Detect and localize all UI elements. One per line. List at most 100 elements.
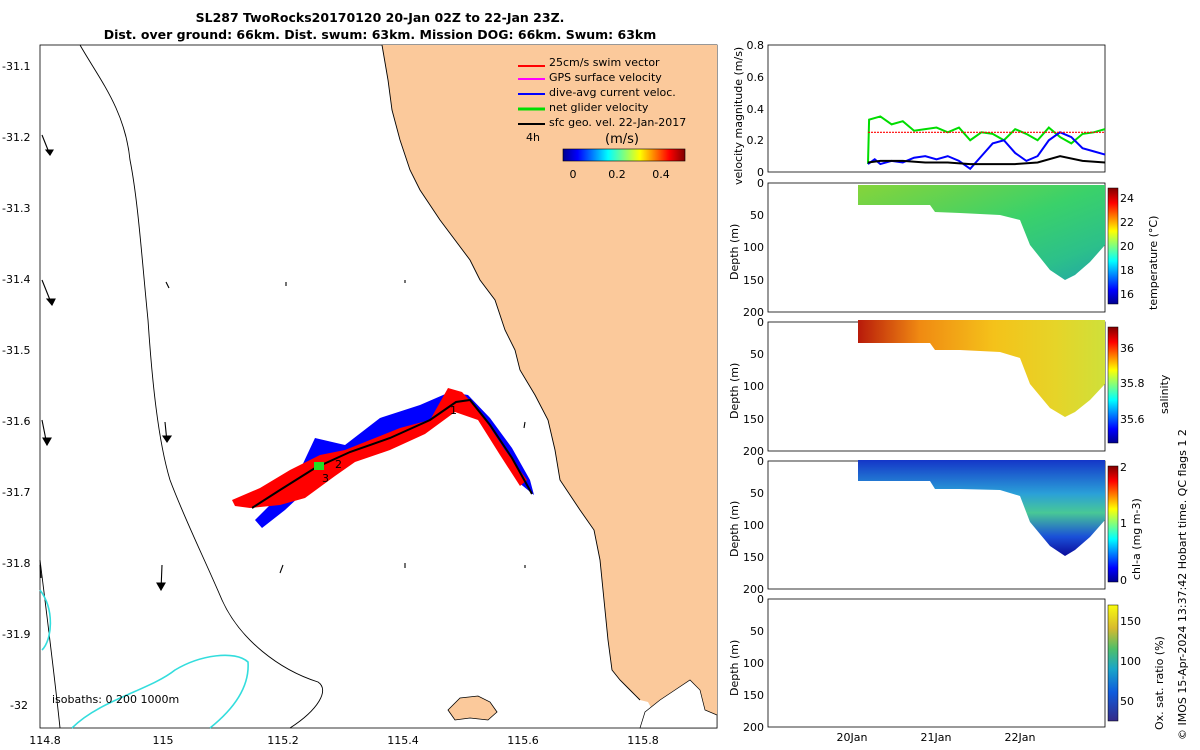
depth-tick: 100 (743, 519, 764, 532)
depth-tick: 0 (757, 316, 764, 329)
depth-tick: 200 (743, 583, 764, 596)
temp-cbar-tick: 22 (1120, 216, 1134, 229)
lon-tick: 115.8 (627, 734, 659, 747)
chlorophyll-panel: 0 1 2 chl-a (mg m-3) (767, 460, 1143, 590)
temperature-colorbar (1107, 187, 1119, 305)
depth-label: Depth (m) (728, 363, 741, 419)
depth-tick: 150 (743, 413, 764, 426)
time-tick: 22Jan (1005, 731, 1036, 744)
legend-gps-velocity: GPS surface velocity (549, 71, 662, 84)
track-net-velocity (251, 398, 533, 509)
speed-colorbar (562, 148, 686, 162)
lat-tick: -31.9 (2, 628, 30, 641)
sal-cbar-tick: 35.8 (1120, 377, 1145, 390)
legend-4h: 4h (526, 131, 540, 144)
lat-tick: -31.7 (2, 486, 30, 499)
chlorophyll-colorbar (1107, 465, 1119, 583)
temperature-section (858, 185, 1105, 280)
chlorophyll-cbar-label: chl-a (mg m-3) (1130, 498, 1143, 580)
temperature-panel: 16 18 20 22 24 temperature (°C) (767, 182, 1160, 313)
lat-tick: -31.4 (2, 273, 30, 286)
ox-cbar-tick: 150 (1120, 615, 1141, 628)
velocity-series-0 (866, 115, 1106, 165)
depth-tick: 50 (750, 348, 764, 361)
depth-label: Depth (m) (728, 501, 741, 557)
depth-tick: 100 (743, 657, 764, 670)
salinity-cbar-label: salinity (1158, 374, 1171, 414)
velocity-axes (767, 44, 1106, 173)
depth-label: Depth (m) (728, 640, 741, 696)
salinity-panel: 35.6 35.8 36 salinity (767, 320, 1171, 452)
depth-labels: Depth (m) Depth (m) Depth (m) Depth (m) (728, 224, 741, 696)
waypoint-1: 1 (450, 404, 457, 417)
depth-tick: 50 (750, 625, 764, 638)
land-inlet (639, 679, 718, 729)
vel-ytick: 0 (757, 166, 764, 179)
ox-cbar-tick: 100 (1120, 655, 1141, 668)
oxygen-axes (767, 598, 1106, 728)
sfc-geo-arrows (39, 134, 526, 592)
land-area (382, 45, 717, 728)
lon-tick: 115.4 (387, 734, 419, 747)
map-panel: 1 2 3 -31.1 -31.2 -31.3 -31.4 -31.5 -3 (2, 44, 718, 747)
temperature-cbar-label: temperature (°C) (1147, 216, 1160, 310)
track-red-swath (232, 388, 527, 508)
isobath-cyan-a (39, 589, 52, 651)
vel-ytick: 0.2 (747, 134, 765, 147)
waypoint-2: 2 (335, 458, 342, 471)
lat-tick: -31.2 (2, 131, 30, 144)
vel-ytick: 0.6 (747, 71, 765, 84)
plot-title-line2: Dist. over ground: 66km. Dist. swum: 63k… (103, 27, 657, 42)
lat-tick: -31.3 (2, 202, 30, 215)
depth-tick: 0 (757, 455, 764, 468)
vel-ytick: 0.4 (747, 103, 765, 116)
depth-tick: 100 (743, 241, 764, 254)
coastline (381, 44, 641, 701)
time-tick: 20Jan (837, 731, 868, 744)
depth-tick: 150 (743, 551, 764, 564)
sal-cbar-tick: 35.6 (1120, 413, 1145, 426)
lon-tick: 114.8 (29, 734, 61, 747)
lon-tick: 115.6 (507, 734, 539, 747)
isobath-1000m (39, 559, 61, 729)
legend-dive-avg: dive-avg current veloc. (549, 86, 676, 99)
depth-tick: 200 (743, 306, 764, 319)
depth-tick: 100 (743, 380, 764, 393)
velocity-series (866, 115, 1106, 171)
temp-cbar-tick: 18 (1120, 264, 1134, 277)
chl-cbar-tick: 2 (1120, 461, 1127, 474)
colorbar-tick: 0 (570, 168, 577, 181)
depth-tick: 150 (743, 689, 764, 702)
lon-tick: 115 (153, 734, 174, 747)
map-lat-ticks: -31.1 -31.2 -31.3 -31.4 -31.5 -31.6 -31.… (2, 60, 30, 712)
isobath-200m (79, 44, 323, 729)
legend-swim-vector: 25cm/s swim vector (549, 56, 660, 69)
vel-ytick: 0.8 (747, 39, 765, 52)
map-lon-ticks: 114.8 115 115.2 115.4 115.6 115.8 (29, 734, 659, 747)
velocity-yticks: 0 0.2 0.4 0.6 0.8 (747, 39, 765, 179)
current-position-marker (314, 462, 324, 470)
oxygen-cbar-label: Ox. sat. ratio (%) (1153, 636, 1166, 730)
sal-cbar-ticks: 35.6 35.8 36 (1120, 342, 1145, 426)
lat-tick: -31.1 (2, 60, 30, 73)
isobath-cyan-b (71, 654, 249, 729)
lat-tick: -32 (10, 699, 28, 712)
temp-cbar-ticks: 16 18 20 22 24 (1120, 192, 1134, 301)
colorbar-tick: 0.2 (608, 168, 626, 181)
sal-cbar-tick: 36 (1120, 342, 1134, 355)
temp-cbar-tick: 16 (1120, 288, 1134, 301)
salinity-section (858, 320, 1105, 417)
depth-label: Depth (m) (728, 224, 741, 280)
depth-tick: 200 (743, 445, 764, 458)
velocity-panel: 0 0.2 0.4 0.6 0.8 velocity magnitude (m/… (732, 39, 1106, 185)
colorbar-tick: 0.4 (652, 168, 670, 181)
depth-tick: 150 (743, 274, 764, 287)
rottnest-island (447, 695, 498, 721)
temp-cbar-tick: 20 (1120, 240, 1134, 253)
lat-tick: -31.5 (2, 344, 30, 357)
chl-cbar-tick: 1 (1120, 517, 1127, 530)
lat-tick: -31.8 (2, 557, 30, 570)
depth-tick: 0 (757, 177, 764, 190)
legend-sfc-geo: sfc geo. vel. 22-Jan-2017 (549, 116, 686, 129)
